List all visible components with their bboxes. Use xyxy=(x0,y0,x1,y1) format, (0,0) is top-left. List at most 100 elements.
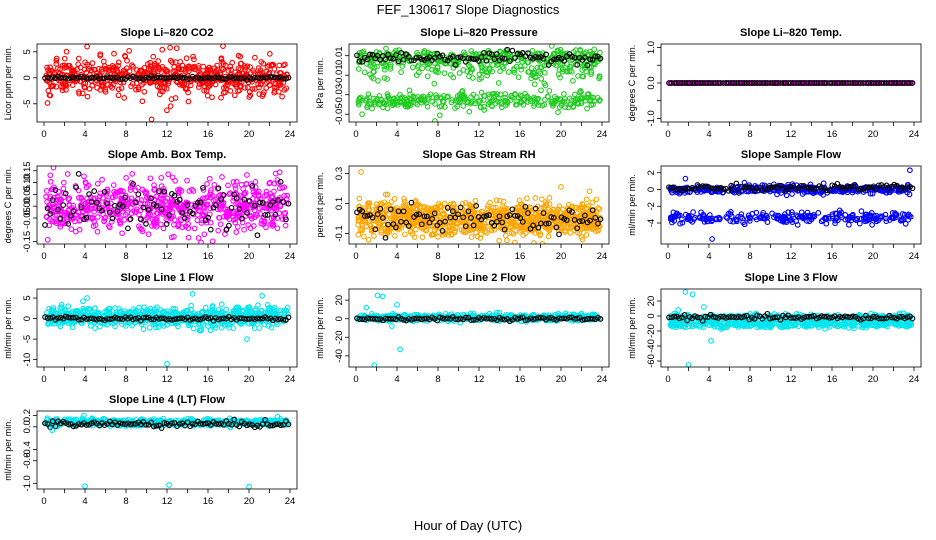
slope-point xyxy=(362,97,369,104)
slope-point xyxy=(730,218,737,225)
median-point xyxy=(589,207,596,214)
y-axis: -0.10.10.3 xyxy=(334,167,349,242)
median-point xyxy=(148,195,155,202)
median-point xyxy=(393,52,399,58)
slope-point xyxy=(47,64,53,71)
slope-point xyxy=(538,87,544,94)
median-point xyxy=(837,80,843,86)
median-point xyxy=(865,80,872,86)
slope-point xyxy=(216,214,222,221)
slope-point xyxy=(241,226,247,233)
slope-point xyxy=(536,217,543,223)
outlier-point xyxy=(148,116,155,122)
median-point xyxy=(156,188,162,194)
slope-point xyxy=(832,210,839,217)
slope-point xyxy=(277,202,284,208)
slope-point xyxy=(555,71,562,78)
slope-point xyxy=(420,97,427,104)
slope-point xyxy=(226,216,233,223)
median-point xyxy=(899,80,905,86)
median-point xyxy=(481,49,487,56)
slope-point xyxy=(101,217,107,224)
slope-point xyxy=(571,91,578,98)
slope-point xyxy=(190,207,197,214)
median-point xyxy=(49,74,56,81)
slope-point xyxy=(381,222,388,228)
median-point xyxy=(205,74,212,81)
slope-point xyxy=(124,209,131,216)
slope-point xyxy=(88,67,95,74)
y-tick-label: 0.10 xyxy=(22,173,33,192)
slope-point xyxy=(94,214,101,220)
slope-point xyxy=(484,61,491,68)
median-point xyxy=(254,232,261,239)
slope-point xyxy=(717,215,723,222)
median-point xyxy=(668,80,675,86)
median-point xyxy=(896,80,903,86)
slope-point xyxy=(479,67,485,74)
slope-point xyxy=(78,194,85,201)
slope-point xyxy=(531,103,537,109)
slope-point xyxy=(214,62,220,69)
median-point xyxy=(52,187,59,193)
slope-point xyxy=(399,212,406,219)
slope-point xyxy=(456,70,463,76)
median-point xyxy=(457,204,464,211)
slope-point xyxy=(115,59,122,66)
slope-point xyxy=(456,99,463,105)
slope-point xyxy=(237,84,244,90)
slope-point xyxy=(114,214,121,221)
median-point xyxy=(377,56,384,63)
slope-point xyxy=(900,217,907,223)
median-point xyxy=(509,206,516,213)
slope-point xyxy=(685,215,691,221)
median-point xyxy=(213,202,219,209)
slope-point xyxy=(356,99,362,106)
median-point xyxy=(262,212,269,218)
median-point xyxy=(429,216,435,222)
slope-point xyxy=(862,211,869,218)
slope-point xyxy=(481,103,487,110)
median-point xyxy=(78,204,85,210)
median-point xyxy=(220,192,227,198)
median-point xyxy=(189,210,196,217)
median-point xyxy=(135,191,142,198)
median-point xyxy=(119,75,126,82)
slope-point xyxy=(567,229,574,236)
slope-point xyxy=(538,75,545,82)
slope-point xyxy=(531,96,538,103)
slope-point xyxy=(583,232,590,238)
median-point xyxy=(62,75,69,81)
y-tick-label: 0.1 xyxy=(334,197,345,210)
slope-point xyxy=(542,96,548,103)
slope-point xyxy=(424,103,431,110)
median-point xyxy=(143,74,149,81)
slope-point xyxy=(595,223,601,230)
median-point xyxy=(109,75,116,82)
slope-point xyxy=(502,94,508,101)
slope-point xyxy=(489,91,496,97)
slope-point xyxy=(383,101,390,107)
slope-point xyxy=(423,227,429,234)
median-point xyxy=(772,80,779,86)
median-point xyxy=(275,74,281,81)
median-point xyxy=(746,80,753,86)
slope-point xyxy=(138,197,145,203)
slope-point xyxy=(271,84,278,91)
slope-point xyxy=(160,201,166,208)
slope-point xyxy=(582,97,589,104)
slope-point xyxy=(531,206,538,213)
slope-point xyxy=(131,209,138,215)
median-point xyxy=(91,188,98,194)
slope-point xyxy=(410,99,417,106)
median-point xyxy=(192,75,199,81)
slope-point xyxy=(259,217,265,224)
slope-point xyxy=(585,91,592,97)
slope-point xyxy=(231,92,238,99)
slope-point xyxy=(460,96,467,102)
slope-point xyxy=(145,65,152,72)
median-point xyxy=(272,74,279,81)
median-point xyxy=(506,212,513,218)
plot-frame xyxy=(660,165,922,245)
